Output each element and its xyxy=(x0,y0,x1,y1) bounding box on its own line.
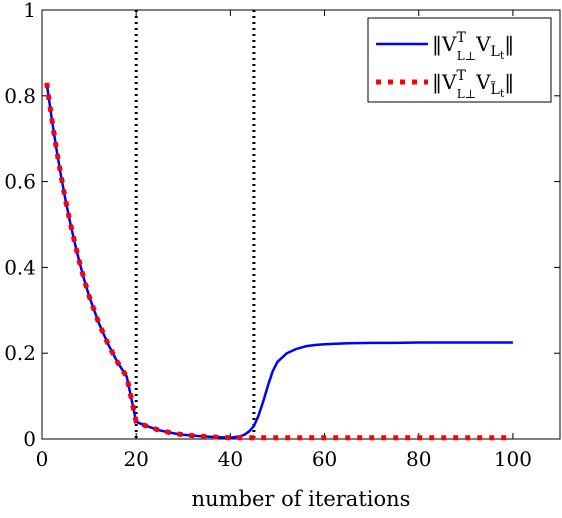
y-tick-label: 0.4 xyxy=(4,255,36,279)
axis-ticks: 0 20 40 60 80 100 0 0.2 0.4 0.6 0.8 1 xyxy=(4,0,560,471)
y-tick-label: 0.8 xyxy=(4,84,36,108)
x-tick-label: 60 xyxy=(312,447,337,471)
vertical-marker-lines xyxy=(134,10,256,439)
legend: ‖VT L⊥VLt‖ ‖VT L⊥VL̃t‖ xyxy=(367,17,552,103)
x-tick-label: 40 xyxy=(218,447,243,471)
series-line-2 xyxy=(44,82,513,441)
x-axis-label: number of iterations xyxy=(192,487,411,511)
y-tick-label: 1 xyxy=(23,0,36,22)
series-group xyxy=(44,82,513,441)
legend-label-2: ‖VT L⊥VL̃t‖ xyxy=(432,68,514,101)
x-tick-label: 0 xyxy=(36,447,49,471)
y-tick-label: 0 xyxy=(23,427,36,451)
x-tick-label: 20 xyxy=(123,447,148,471)
x-tick-label: 80 xyxy=(406,447,431,471)
x-tick-label: 100 xyxy=(494,447,532,471)
legend-box xyxy=(367,17,552,103)
y-tick-label: 0.6 xyxy=(4,170,36,194)
series-line-1 xyxy=(45,82,513,439)
y-tick-label: 0.2 xyxy=(4,341,36,365)
legend-label-1: ‖VT L⊥VLt‖ xyxy=(432,30,514,63)
